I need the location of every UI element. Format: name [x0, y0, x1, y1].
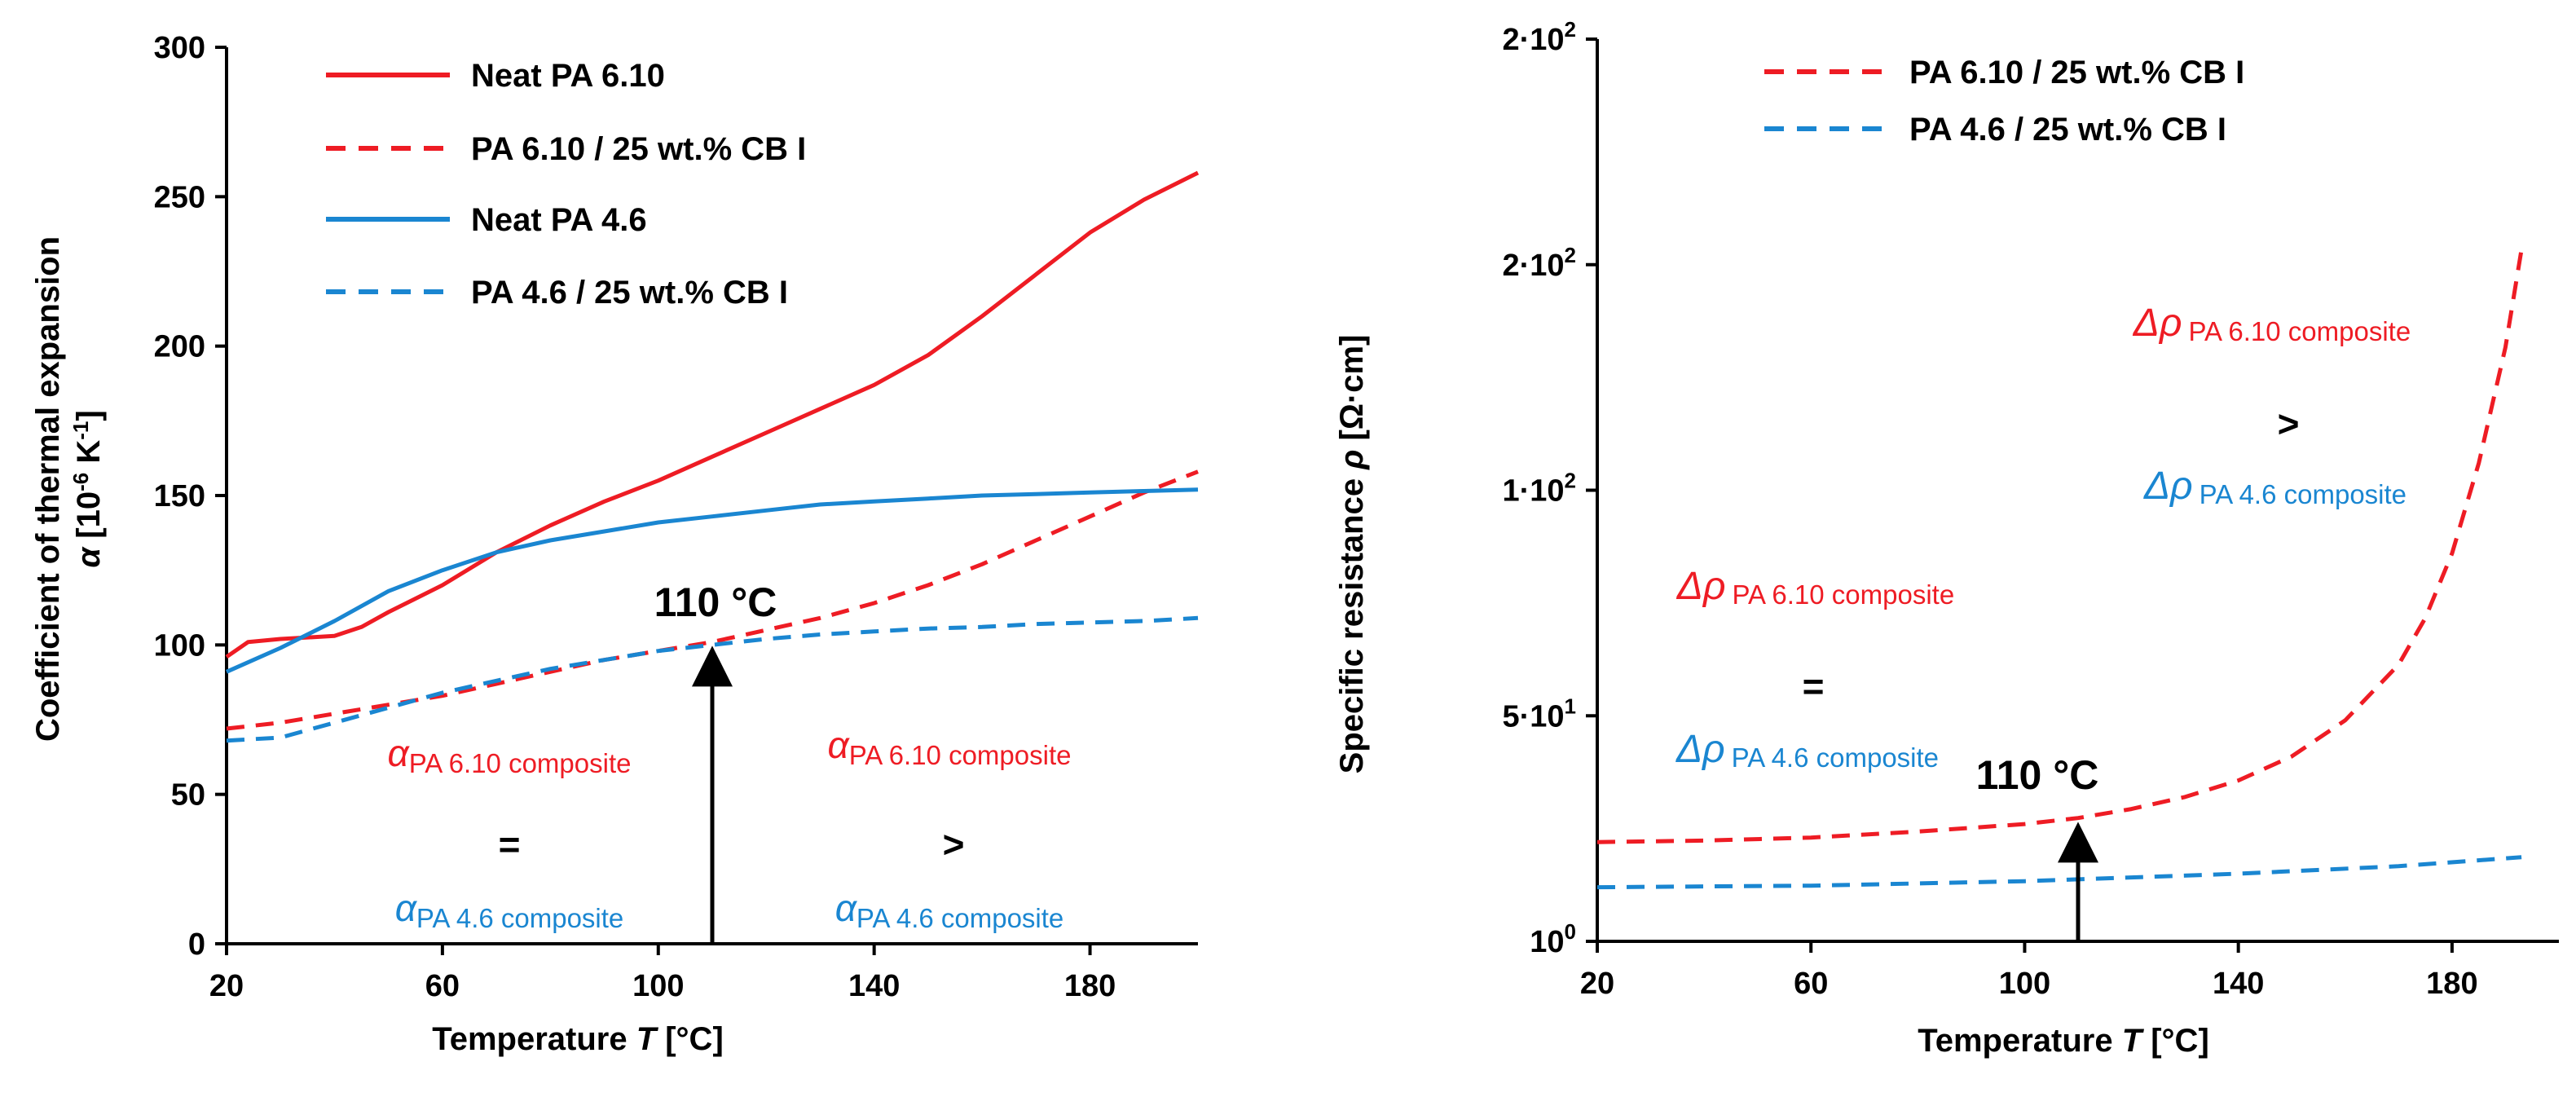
resistance-x-axis-title: Temperature T [°C] — [1918, 1023, 2209, 1059]
resistance-right-drho-pa610: Δρ PA 6.10 composite — [2133, 302, 2411, 346]
resistance-right-drho-pa46: Δρ PA 4.6 composite — [2143, 465, 2406, 509]
resistance-110c-label: 110 °C — [1976, 752, 2099, 798]
resistance-y-tick-label: 2·102 — [1502, 17, 1576, 57]
cte-chart: 20 60 100 140 180 0 50 100 150 200 250 300 Temperat… — [30, 31, 1198, 1057]
cte-x-tick-label: 100 — [632, 969, 684, 1003]
cte-legend-entry-pa46-cb: PA 4.6 / 25 wt.% CB I — [326, 275, 788, 311]
cte-x-tick-label: 140 — [848, 969, 900, 1003]
resistance-x-tick-label: 60 — [1794, 967, 1828, 1001]
cte-legend-label-neat-pa610: Neat PA 6.10 — [471, 58, 665, 94]
resistance-legend: PA 6.10 / 25 wt.% CB I PA 4.6 / 25 wt.% … — [1764, 55, 2244, 148]
cte-legend-label-pa610-cb: PA 6.10 / 25 wt.% CB I — [471, 131, 806, 167]
resistance-y-tick-label: 2·102 — [1502, 243, 1576, 283]
figure-svg: 20 60 100 140 180 0 50 100 150 200 250 300 Temperat… — [0, 0, 2576, 1093]
cte-x-tick-label: 60 — [425, 969, 460, 1003]
cte-y-axis-title-line1: Coefficient of thermal expansion — [30, 236, 66, 742]
resistance-right-greater: > — [2278, 403, 2300, 445]
resistance-y-tick-label: 1·102 — [1502, 469, 1576, 509]
cte-right-greater: > — [943, 823, 965, 866]
cte-legend-label-pa46-cb: PA 4.6 / 25 wt.% CB I — [471, 275, 788, 311]
resistance-x-tick-label: 180 — [2426, 967, 2477, 1001]
cte-right-alpha-pa46: αPA 4.6 composite — [835, 887, 1064, 933]
cte-legend-label-neat-pa46: Neat PA 4.6 — [471, 202, 647, 238]
cte-y-tick-label: 150 — [154, 479, 205, 513]
resistance-chart-axes — [1597, 39, 2559, 941]
cte-y-tick-label: 200 — [154, 330, 205, 364]
resistance-chart: 20 60 100 140 180 100 5·101 1·102 2·102 2·102 Tem… — [1334, 17, 2559, 1059]
resistance-x-tick-label: 20 — [1580, 967, 1614, 1001]
cte-y-tick-label: 300 — [154, 31, 205, 65]
cte-legend-entry-pa610-cb: PA 6.10 / 25 wt.% CB I — [326, 131, 806, 167]
resistance-y-axis-title: Specific resistance ρ [Ω·cm] — [1334, 335, 1370, 774]
resistance-legend-label-pa610-cb: PA 6.10 / 25 wt.% CB I — [1909, 55, 2244, 90]
cte-chart-series — [227, 173, 1198, 741]
resistance-left-equals: = — [1803, 665, 1825, 707]
cte-x-tick-label: 180 — [1064, 969, 1116, 1003]
resistance-left-drho-pa46: Δρ PA 4.6 composite — [1676, 728, 1939, 773]
resistance-x-tick-label: 100 — [1999, 967, 2050, 1001]
resistance-legend-label-pa46-cb: PA 4.6 / 25 wt.% CB I — [1909, 112, 2226, 148]
cte-x-tick-label: 20 — [209, 969, 244, 1003]
cte-y-tick-label: 100 — [154, 628, 205, 663]
cte-left-alpha-pa46: αPA 4.6 composite — [395, 887, 624, 933]
cte-left-alpha-pa610: αPA 6.10 composite — [388, 732, 632, 778]
cte-right-alpha-pa610: αPA 6.10 composite — [828, 724, 1072, 770]
cte-x-axis-title: Temperature T [°C] — [432, 1021, 724, 1057]
cte-110c-label: 110 °C — [654, 579, 777, 625]
resistance-left-drho-pa610: Δρ PA 6.10 composite — [1676, 565, 1954, 610]
resistance-legend-entry-pa46-cb: PA 4.6 / 25 wt.% CB I — [1764, 112, 2226, 148]
cte-y-tick-label: 0 — [188, 927, 205, 962]
cte-y-axis-title-line2: α [10-6 K-1] — [68, 410, 107, 567]
cte-legend-entry-neat-pa610: Neat PA 6.10 — [326, 58, 665, 94]
resistance-x-tick-label: 140 — [2213, 967, 2264, 1001]
cte-legend-entry-neat-pa46: Neat PA 4.6 — [326, 202, 647, 238]
resistance-legend-entry-pa610-cb: PA 6.10 / 25 wt.% CB I — [1764, 55, 2244, 90]
cte-legend: Neat PA 6.10 PA 6.10 / 25 wt.% CB I Neat… — [326, 58, 806, 311]
resistance-y-tick-label: 5·101 — [1502, 694, 1576, 734]
figure-stage: 20 60 100 140 180 0 50 100 150 200 250 300 Temperat… — [0, 0, 2576, 1093]
resistance-series-pa-4-6-25-wt-cb-i — [1597, 857, 2521, 888]
cte-y-tick-label: 50 — [171, 778, 205, 813]
cte-y-tick-label: 250 — [154, 180, 205, 214]
cte-left-equals: = — [499, 823, 521, 866]
resistance-y-tick-label: 100 — [1530, 919, 1576, 959]
cte-chart-ticks: 20 60 100 140 180 0 50 100 150 200 250 300 — [154, 31, 1116, 1003]
